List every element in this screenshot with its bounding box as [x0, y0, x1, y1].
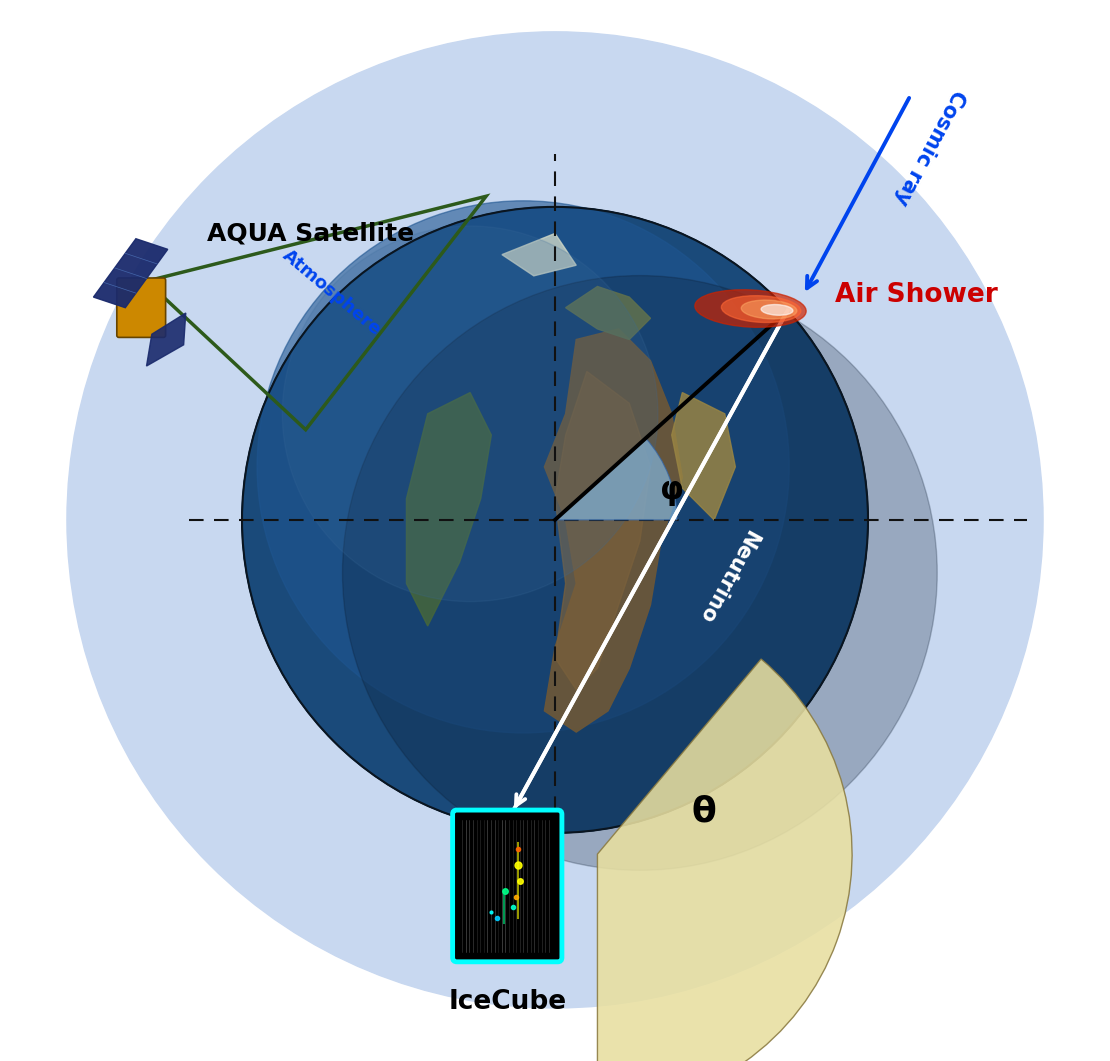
Wedge shape — [597, 659, 852, 1061]
Text: AQUA Satellite: AQUA Satellite — [208, 222, 414, 245]
Wedge shape — [555, 438, 677, 520]
Text: Atmosphere: Atmosphere — [279, 246, 384, 340]
Polygon shape — [566, 286, 650, 340]
Circle shape — [282, 226, 658, 602]
Ellipse shape — [761, 305, 793, 315]
Text: Cosmic ray: Cosmic ray — [890, 86, 969, 208]
Polygon shape — [502, 233, 576, 276]
Text: Neutrino: Neutrino — [694, 526, 761, 627]
Polygon shape — [406, 393, 492, 626]
Polygon shape — [555, 371, 650, 690]
Polygon shape — [672, 393, 735, 520]
Circle shape — [242, 207, 868, 833]
Ellipse shape — [695, 290, 806, 327]
Circle shape — [67, 32, 1043, 1008]
Text: φ: φ — [659, 477, 684, 506]
FancyBboxPatch shape — [453, 811, 562, 961]
Text: θ: θ — [692, 795, 716, 829]
Circle shape — [258, 201, 789, 733]
Circle shape — [242, 207, 868, 833]
FancyBboxPatch shape — [117, 278, 165, 337]
Text: Air Shower: Air Shower — [836, 281, 998, 308]
Ellipse shape — [722, 296, 800, 323]
Text: IceCube: IceCube — [448, 989, 566, 1015]
Polygon shape — [93, 239, 168, 308]
Ellipse shape — [741, 300, 797, 319]
Circle shape — [343, 276, 937, 870]
Polygon shape — [147, 313, 185, 366]
Polygon shape — [544, 329, 683, 732]
